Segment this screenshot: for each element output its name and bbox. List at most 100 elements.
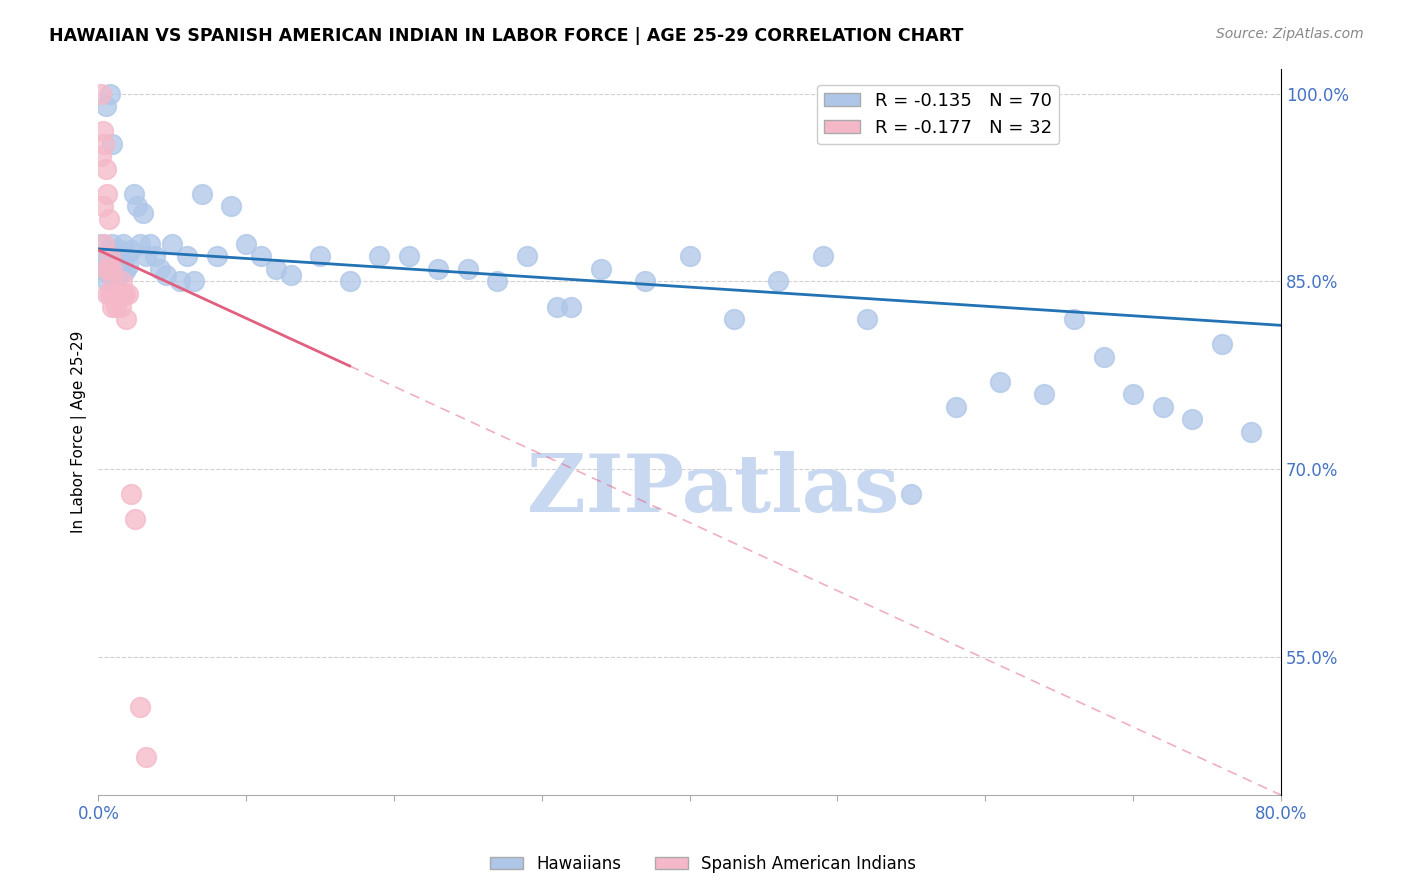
Point [457, 262, 479, 277]
Point [110, 243, 132, 257]
Text: HAWAIIAN VS SPANISH AMERICAN INDIAN IN LABOR FORCE | AGE 25-29 CORRELATION CHART: HAWAIIAN VS SPANISH AMERICAN INDIAN IN L… [49, 27, 963, 45]
Point [1063, 312, 1085, 326]
Point [139, 236, 162, 251]
Point [97, 211, 120, 226]
Point [589, 262, 612, 277]
Point [96, 275, 118, 289]
Point [101, 287, 124, 301]
Point [546, 300, 568, 314]
Point [280, 268, 302, 283]
Legend: Hawaiians, Spanish American Indians: Hawaiians, Spanish American Indians [484, 848, 922, 880]
Point [516, 249, 538, 263]
Point [143, 249, 166, 263]
Point [191, 186, 214, 201]
Point [98, 268, 121, 283]
Point [111, 262, 134, 277]
Point [117, 260, 139, 274]
Point [205, 249, 228, 263]
Point [128, 700, 150, 714]
Point [91, 124, 114, 138]
Point [98, 287, 121, 301]
Point [221, 199, 243, 213]
Point [560, 300, 582, 314]
Point [93, 255, 115, 269]
Point [105, 249, 128, 263]
Point [131, 205, 153, 219]
Point [1122, 387, 1144, 401]
Point [94, 262, 117, 277]
Point [112, 287, 135, 301]
Point [1033, 387, 1056, 401]
Text: Source: ZipAtlas.com: Source: ZipAtlas.com [1216, 27, 1364, 41]
Point [101, 275, 124, 289]
Point [97, 262, 120, 277]
Point [486, 275, 509, 289]
Point [100, 262, 122, 277]
Point [90, 236, 112, 251]
Point [97, 249, 120, 263]
Point [108, 268, 131, 283]
Point [398, 249, 420, 263]
Point [811, 249, 834, 263]
Point [135, 750, 157, 764]
Point [427, 262, 450, 277]
Point [104, 243, 127, 257]
Point [149, 262, 172, 277]
Point [235, 236, 257, 251]
Point [1211, 337, 1233, 351]
Point [1152, 400, 1174, 414]
Point [1240, 425, 1263, 439]
Y-axis label: In Labor Force | Age 25-29: In Labor Force | Age 25-29 [72, 331, 87, 533]
Point [120, 243, 142, 257]
Point [100, 300, 122, 314]
Point [135, 249, 157, 263]
Point [90, 149, 112, 163]
Point [162, 236, 184, 251]
Point [115, 312, 138, 326]
Point [128, 236, 150, 251]
Point [988, 375, 1011, 389]
Point [107, 255, 129, 269]
Point [1092, 350, 1115, 364]
Point [176, 249, 198, 263]
Point [93, 236, 115, 251]
Point [90, 87, 112, 101]
Point [112, 236, 135, 251]
Point [264, 262, 287, 277]
Point [634, 275, 657, 289]
Point [183, 275, 205, 289]
Point [115, 249, 138, 263]
Point [120, 487, 142, 501]
Point [94, 161, 117, 176]
Point [101, 262, 124, 277]
Point [98, 249, 121, 263]
Point [1181, 412, 1204, 426]
Point [114, 287, 136, 301]
Point [339, 275, 361, 289]
Point [94, 99, 117, 113]
Point [124, 512, 146, 526]
Point [104, 287, 127, 301]
Point [114, 264, 136, 278]
Point [169, 275, 191, 289]
Point [856, 312, 879, 326]
Point [250, 249, 273, 263]
Point [900, 487, 922, 501]
Point [91, 262, 114, 277]
Point [100, 236, 122, 251]
Point [96, 186, 118, 201]
Legend: R = -0.135   N = 70, R = -0.177   N = 32: R = -0.135 N = 70, R = -0.177 N = 32 [817, 85, 1059, 145]
Point [723, 312, 745, 326]
Point [105, 300, 128, 314]
Point [110, 300, 132, 314]
Point [96, 287, 118, 301]
Point [93, 136, 115, 151]
Point [117, 287, 139, 301]
Point [125, 199, 148, 213]
Point [945, 400, 967, 414]
Point [98, 87, 121, 101]
Point [108, 287, 131, 301]
Point [768, 275, 790, 289]
Point [100, 136, 122, 151]
Point [111, 275, 134, 289]
